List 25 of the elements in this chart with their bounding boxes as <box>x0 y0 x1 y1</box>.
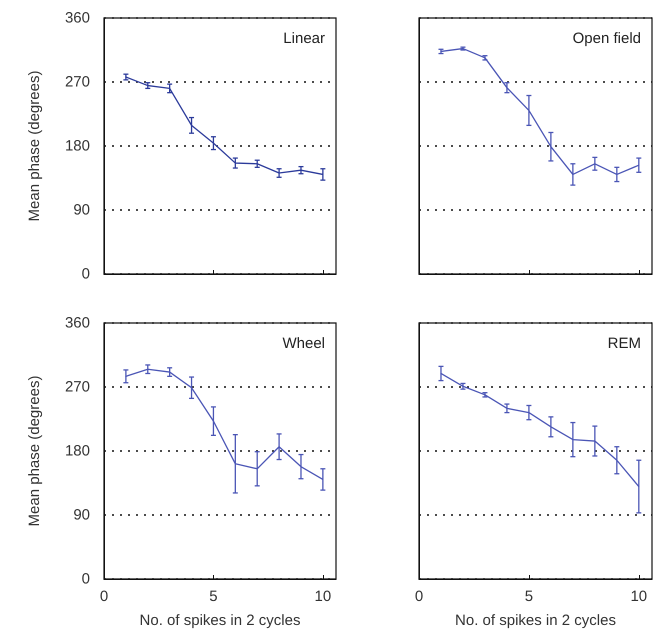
x-axis-title: No. of spikes in 2 cycles <box>455 612 616 629</box>
y-tick-label: 90 <box>73 506 90 524</box>
x-tick-label: 0 <box>100 588 108 605</box>
y-tick-label: 360 <box>64 314 90 332</box>
x-axis-title: No. of spikes in 2 cycles <box>140 612 300 629</box>
y-tick-label: 180 <box>64 138 90 154</box>
y-axis-title: Mean phase (degrees) <box>26 70 43 222</box>
x-tick-label: 5 <box>524 588 534 605</box>
line-series <box>125 76 324 176</box>
x-tick-label: 5 <box>209 588 218 605</box>
x-tick-label: 10 <box>314 588 332 605</box>
y-tick-label: 270 <box>64 378 90 396</box>
x-tick-label: 0 <box>414 588 424 605</box>
text: Open field <box>572 30 642 47</box>
text: Wheel <box>282 335 326 352</box>
y-tick-label: 0 <box>82 570 90 588</box>
y-tick-label: 0 <box>82 266 90 282</box>
y-tick-label: 270 <box>64 74 90 90</box>
y-axis-title: Mean phase (degrees) <box>26 376 43 526</box>
text: Linear <box>283 30 326 47</box>
text: REM <box>608 335 642 352</box>
x-tick-label: 10 <box>630 588 648 605</box>
y-tick-label: 180 <box>64 442 90 460</box>
y-tick-label: 360 <box>64 10 90 26</box>
y-tick-label: 90 <box>73 202 90 218</box>
